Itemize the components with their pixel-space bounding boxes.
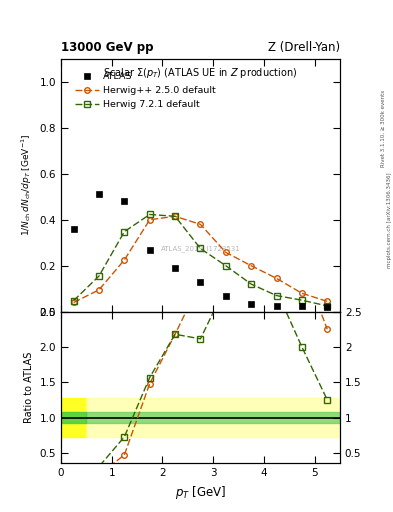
Herwig++ 2.5.0 default [71, 300, 76, 306]
Line: Herwig 7.2.1 default: Herwig 7.2.1 default [71, 211, 330, 309]
Herwig++ 2.5.0 default [299, 290, 304, 296]
Y-axis label: $1/N_\mathrm{ch}\,dN_\mathrm{ch}/dp_T\;[\mathrm{GeV}^{-1}]$: $1/N_\mathrm{ch}\,dN_\mathrm{ch}/dp_T\;[… [20, 134, 34, 237]
Text: Z (Drell-Yan): Z (Drell-Yan) [268, 41, 340, 54]
Legend: ATLAS, Herwig++ 2.5.0 default, Herwig 7.2.1 default: ATLAS, Herwig++ 2.5.0 default, Herwig 7.… [71, 69, 220, 113]
Y-axis label: Ratio to ATLAS: Ratio to ATLAS [24, 352, 34, 423]
Herwig++ 2.5.0 default [224, 249, 228, 255]
Herwig 7.2.1 default [224, 263, 228, 269]
Herwig++ 2.5.0 default [274, 275, 279, 282]
Text: Scalar $\Sigma(p_T)$ (ATLAS UE in $Z$ production): Scalar $\Sigma(p_T)$ (ATLAS UE in $Z$ pr… [103, 67, 298, 80]
Herwig++ 2.5.0 default [173, 213, 177, 219]
Herwig 7.2.1 default [97, 273, 101, 279]
ATLAS [147, 247, 152, 253]
Line: ATLAS: ATLAS [70, 191, 331, 311]
Herwig++ 2.5.0 default [97, 287, 101, 293]
Herwig 7.2.1 default [274, 292, 279, 298]
ATLAS [173, 265, 177, 271]
ATLAS [325, 304, 330, 310]
ATLAS [224, 292, 228, 298]
Line: Herwig++ 2.5.0 default: Herwig++ 2.5.0 default [71, 214, 330, 305]
Herwig 7.2.1 default [71, 297, 76, 304]
Herwig 7.2.1 default [325, 303, 330, 309]
Herwig 7.2.1 default [173, 213, 177, 219]
ATLAS [71, 226, 76, 232]
ATLAS [249, 301, 253, 307]
Herwig 7.2.1 default [198, 245, 203, 251]
Herwig 7.2.1 default [299, 297, 304, 303]
Herwig 7.2.1 default [122, 229, 127, 235]
ATLAS [274, 303, 279, 309]
Herwig++ 2.5.0 default [325, 298, 330, 305]
X-axis label: $p_T$ [GeV]: $p_T$ [GeV] [175, 484, 226, 501]
Herwig 7.2.1 default [147, 211, 152, 218]
Text: Rivet 3.1.10, ≥ 300k events: Rivet 3.1.10, ≥ 300k events [381, 90, 386, 166]
Herwig 7.2.1 default [249, 281, 253, 287]
ATLAS [122, 198, 127, 204]
ATLAS [97, 191, 101, 198]
Herwig++ 2.5.0 default [147, 217, 152, 223]
ATLAS [299, 303, 304, 309]
Herwig++ 2.5.0 default [122, 257, 127, 263]
Text: mcplots.cern.ch [arXiv:1306.3436]: mcplots.cern.ch [arXiv:1306.3436] [387, 173, 391, 268]
Text: ATLAS_2019_I1723531: ATLAS_2019_I1723531 [161, 245, 240, 252]
Herwig++ 2.5.0 default [249, 263, 253, 269]
ATLAS [198, 279, 203, 285]
Text: 13000 GeV pp: 13000 GeV pp [61, 41, 153, 54]
Herwig++ 2.5.0 default [198, 221, 203, 227]
